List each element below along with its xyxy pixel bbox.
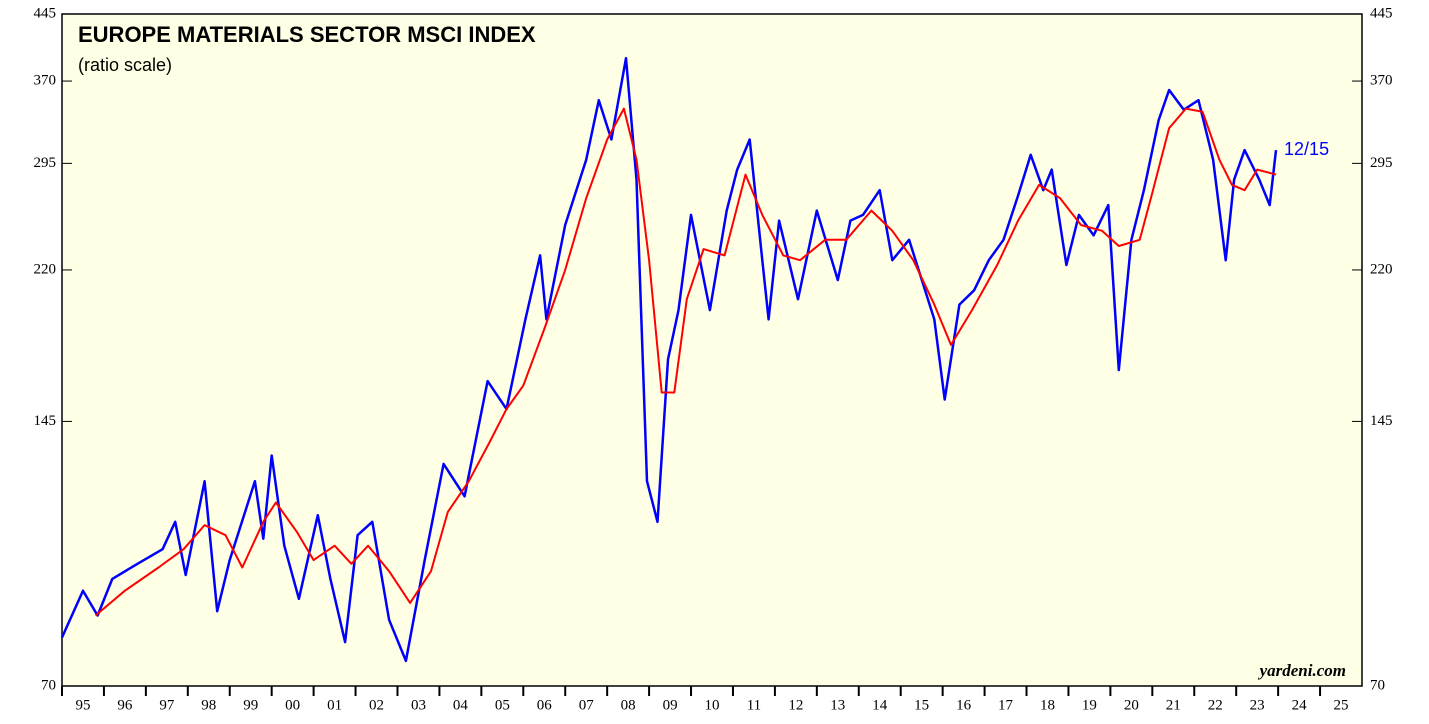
y-tick-label: 220 <box>34 261 57 277</box>
x-tick-label: 03 <box>411 697 426 713</box>
x-tick-label: 22 <box>1208 697 1223 713</box>
x-tick-label: 00 <box>285 697 300 713</box>
chart-subtitle: (ratio scale) <box>78 55 172 75</box>
y-tick-label: 295 <box>34 155 57 171</box>
x-tick-label: 07 <box>579 697 595 713</box>
y-tick-label: 70 <box>41 677 56 693</box>
x-tick-label: 15 <box>914 697 929 713</box>
x-tick-label: 18 <box>1040 697 1055 713</box>
annotation: 12/15 <box>1284 139 1329 159</box>
series-line <box>60 56 1278 663</box>
chart-title: EUROPE MATERIALS SECTOR MSCI INDEX <box>78 22 536 47</box>
x-tick-label: 01 <box>327 697 342 713</box>
x-tick-label: 10 <box>705 697 720 713</box>
x-tick-label: 97 <box>159 697 175 713</box>
x-tick-label: 13 <box>830 697 845 713</box>
x-tick-label: 14 <box>872 697 888 713</box>
source: yardeni.com <box>1258 661 1346 680</box>
y-tick-label: 370 <box>34 72 57 88</box>
y-tick-label-right: 445 <box>1370 5 1393 21</box>
x-tick-label: 06 <box>537 697 553 713</box>
x-tick-label: 99 <box>243 697 258 713</box>
y-tick-label-right: 295 <box>1370 155 1393 171</box>
x-tick-label: 20 <box>1124 697 1139 713</box>
x-tick-label: 09 <box>663 697 678 713</box>
x-tick-label: 98 <box>201 697 216 713</box>
y-tick-label: 145 <box>34 413 57 429</box>
x-tick-label: 19 <box>1082 697 1097 713</box>
plot-area <box>61 13 1363 687</box>
x-tick-label: 23 <box>1250 697 1265 713</box>
x-tick-label: 24 <box>1292 697 1308 713</box>
x-tick-label: 08 <box>621 697 636 713</box>
x-tick-label: 04 <box>453 697 469 713</box>
y-tick-label-right: 70 <box>1370 677 1385 693</box>
series-line <box>94 107 1277 617</box>
x-tick-label: 17 <box>998 697 1014 713</box>
x-tick-label: 96 <box>117 697 133 713</box>
x-tick-label: 11 <box>747 697 761 713</box>
y-tick-label-right: 370 <box>1370 72 1393 88</box>
y-tick-label-right: 145 <box>1370 413 1393 429</box>
x-tick-label: 16 <box>956 697 972 713</box>
y-tick-label: 445 <box>34 5 57 21</box>
x-tick-label: 25 <box>1334 697 1349 713</box>
x-tick-label: 02 <box>369 697 384 713</box>
x-tick-label: 05 <box>495 697 510 713</box>
x-tick-label: 12 <box>788 697 803 713</box>
marks <box>60 56 1278 663</box>
y-tick-label-right: 220 <box>1370 261 1393 277</box>
x-tick-label: 21 <box>1166 697 1181 713</box>
x-tick-label: 95 <box>75 697 90 713</box>
